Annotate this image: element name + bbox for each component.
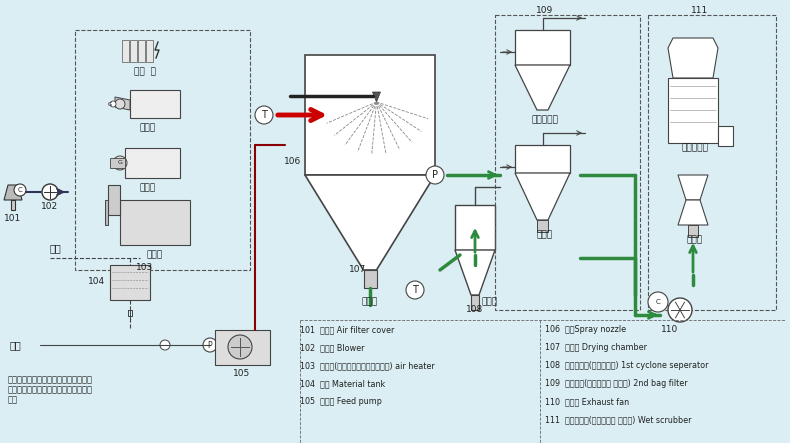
Text: 109: 109 <box>536 5 554 15</box>
Bar <box>668 78 718 143</box>
Text: 107  干燥塔 Drying chamber: 107 干燥塔 Drying chamber <box>545 343 647 352</box>
Polygon shape <box>678 200 708 225</box>
Text: 旋风分离器: 旋风分离器 <box>532 116 559 124</box>
Text: 104  料槽 Material tank: 104 料槽 Material tank <box>300 379 386 388</box>
Polygon shape <box>455 250 495 295</box>
Text: 出料口: 出料口 <box>362 298 378 307</box>
Text: G: G <box>118 160 122 166</box>
Bar <box>125 148 180 178</box>
Circle shape <box>255 106 273 124</box>
Text: 110: 110 <box>661 326 679 334</box>
Bar <box>515 30 570 65</box>
Bar <box>215 330 270 365</box>
Text: 燃气炉: 燃气炉 <box>140 183 156 193</box>
Polygon shape <box>515 65 570 110</box>
Text: 101: 101 <box>5 214 21 222</box>
Text: 109  二级收尘(旋风分离器 袋滤器) 2nd bag filter: 109 二级收尘(旋风分离器 袋滤器) 2nd bag filter <box>545 379 687 388</box>
Bar <box>455 205 495 250</box>
Bar <box>110 265 150 300</box>
Text: 料液: 料液 <box>50 243 62 253</box>
Text: 蒸汽  电: 蒸汽 电 <box>134 67 156 77</box>
Circle shape <box>426 166 444 184</box>
Text: 104: 104 <box>88 277 106 287</box>
Bar <box>138 40 145 62</box>
Text: 103  加热器(电、蒸汽、燃油、气、煤) air heater: 103 加热器(电、蒸汽、燃油、气、煤) air heater <box>300 361 434 370</box>
Circle shape <box>42 184 58 200</box>
Polygon shape <box>4 185 22 200</box>
Bar <box>363 270 377 288</box>
Circle shape <box>648 292 668 312</box>
Text: T: T <box>261 110 267 120</box>
Polygon shape <box>678 175 708 200</box>
Bar <box>108 185 120 215</box>
Text: C: C <box>17 187 22 193</box>
Text: 105: 105 <box>233 369 250 378</box>
Bar <box>495 15 640 310</box>
Bar <box>110 158 125 168</box>
Text: 101  滤风罩 Air filter cover: 101 滤风罩 Air filter cover <box>300 325 394 334</box>
Bar <box>688 225 698 237</box>
Bar <box>471 295 479 310</box>
Text: 袋滤器: 袋滤器 <box>537 230 553 240</box>
Text: 清水: 清水 <box>10 340 22 350</box>
Text: 105  供料泵 Feed pump: 105 供料泵 Feed pump <box>300 397 382 406</box>
Polygon shape <box>373 92 381 102</box>
Text: 108: 108 <box>466 306 483 315</box>
Text: T: T <box>412 285 418 295</box>
Circle shape <box>160 340 170 350</box>
Text: 文丘里: 文丘里 <box>687 236 703 245</box>
Polygon shape <box>115 97 130 110</box>
Text: 108  一级收尘器(旋风分离器) 1st cyclone seperator: 108 一级收尘器(旋风分离器) 1st cyclone seperator <box>545 361 709 370</box>
Bar <box>305 55 435 175</box>
Bar <box>718 126 733 146</box>
Bar <box>515 145 570 173</box>
Bar <box>120 200 190 245</box>
Bar <box>75 30 250 270</box>
Text: 106: 106 <box>284 158 302 167</box>
Text: 注：用户可根据当地能源情况选定加热
方式，根据物料情况选则收尘、除尘方
式。: 注：用户可根据当地能源情况选定加热 方式，根据物料情况选则收尘、除尘方 式。 <box>8 375 93 405</box>
Polygon shape <box>11 200 15 210</box>
Text: 燃煤炉: 燃煤炉 <box>147 250 163 260</box>
Bar <box>537 220 548 232</box>
Circle shape <box>110 101 116 107</box>
Circle shape <box>115 99 125 109</box>
Text: G: G <box>108 101 112 106</box>
Text: 水沫除尘器: 水沫除尘器 <box>682 144 709 152</box>
Polygon shape <box>668 38 718 78</box>
Circle shape <box>228 335 252 359</box>
Circle shape <box>668 298 692 322</box>
Text: 106  喷枪Spray nozzle: 106 喷枪Spray nozzle <box>545 325 626 334</box>
Text: P: P <box>208 341 213 350</box>
Circle shape <box>406 281 424 299</box>
Bar <box>130 90 180 118</box>
Polygon shape <box>515 173 570 220</box>
Circle shape <box>113 156 127 170</box>
Polygon shape <box>105 200 108 225</box>
Bar <box>130 40 137 62</box>
Text: 103: 103 <box>137 264 153 272</box>
Text: C: C <box>656 299 660 305</box>
Text: 111: 111 <box>691 5 709 15</box>
Text: 102: 102 <box>41 202 58 210</box>
Text: 燃油炉: 燃油炉 <box>140 124 156 132</box>
Text: 110  引风机 Exhaust fan: 110 引风机 Exhaust fan <box>545 397 629 406</box>
Circle shape <box>203 338 217 352</box>
Text: 111  湿式除尘器(水沫除尘器 文丘里) Wet scrubber: 111 湿式除尘器(水沫除尘器 文丘里) Wet scrubber <box>545 415 691 424</box>
Bar <box>146 40 153 62</box>
Circle shape <box>14 184 26 196</box>
Polygon shape <box>305 175 435 270</box>
Text: 出料口: 出料口 <box>482 298 498 307</box>
Bar <box>122 40 129 62</box>
Bar <box>648 15 776 310</box>
Text: P: P <box>432 170 438 180</box>
Text: 107: 107 <box>349 265 367 275</box>
Text: 102  送风机 Blower: 102 送风机 Blower <box>300 343 364 352</box>
